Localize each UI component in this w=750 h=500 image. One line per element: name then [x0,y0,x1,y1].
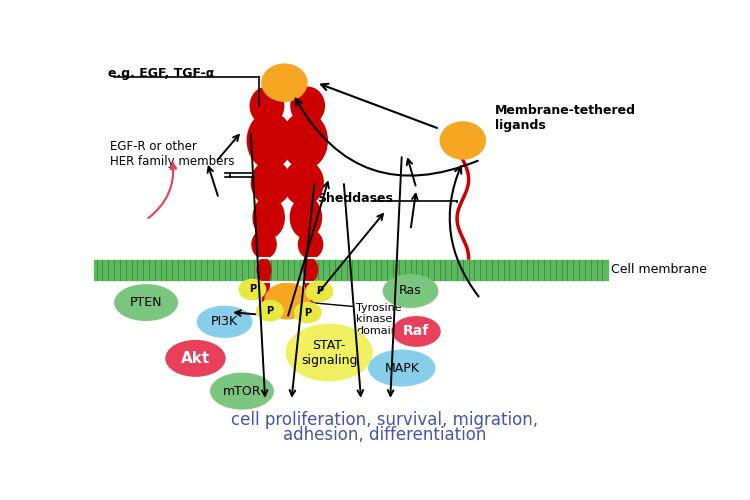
Ellipse shape [284,160,324,206]
Ellipse shape [294,302,322,324]
Ellipse shape [196,306,253,338]
Ellipse shape [251,160,291,206]
Ellipse shape [286,324,373,382]
Bar [94,260,608,280]
Ellipse shape [247,112,293,170]
Text: mTOR: mTOR [223,384,261,398]
Text: Tyrosine
kinase
domain: Tyrosine kinase domain [356,302,402,336]
Ellipse shape [250,86,284,125]
Text: Cell membrane: Cell membrane [611,264,707,276]
Ellipse shape [290,196,322,238]
Ellipse shape [256,300,284,322]
Text: Ras: Ras [399,284,422,298]
Ellipse shape [114,284,178,321]
Ellipse shape [392,316,441,347]
Text: adhesion, differentiation: adhesion, differentiation [283,426,486,444]
Ellipse shape [305,280,333,302]
Text: MAPK: MAPK [384,362,419,374]
Text: Sheddases: Sheddases [317,192,394,205]
Ellipse shape [440,121,486,160]
Text: e.g. EGF, TGF-α: e.g. EGF, TGF-α [108,67,214,80]
Text: Membrane-tethered
ligands: Membrane-tethered ligands [495,104,636,132]
Ellipse shape [253,196,285,238]
Text: P: P [266,306,274,316]
Text: P: P [316,286,322,296]
Text: EGF-R or other
HER family members: EGF-R or other HER family members [110,140,235,168]
Text: P: P [249,284,256,294]
Ellipse shape [290,86,325,125]
Text: Raf: Raf [404,324,430,338]
Ellipse shape [210,372,274,410]
Ellipse shape [238,278,266,300]
Ellipse shape [165,340,226,377]
Text: PTEN: PTEN [130,296,162,309]
Ellipse shape [251,230,277,259]
Ellipse shape [382,274,439,308]
Ellipse shape [298,230,323,259]
Ellipse shape [256,258,272,282]
Text: Akt: Akt [181,351,210,366]
Ellipse shape [261,64,308,102]
Text: P: P [304,308,311,318]
Ellipse shape [281,112,328,170]
Text: cell proliferation, survival, migration,: cell proliferation, survival, migration, [231,411,538,429]
Ellipse shape [303,258,318,282]
Text: STAT-
signaling: STAT- signaling [301,338,358,366]
Text: PI3K: PI3K [211,316,238,328]
Ellipse shape [264,282,310,320]
Ellipse shape [368,350,436,387]
